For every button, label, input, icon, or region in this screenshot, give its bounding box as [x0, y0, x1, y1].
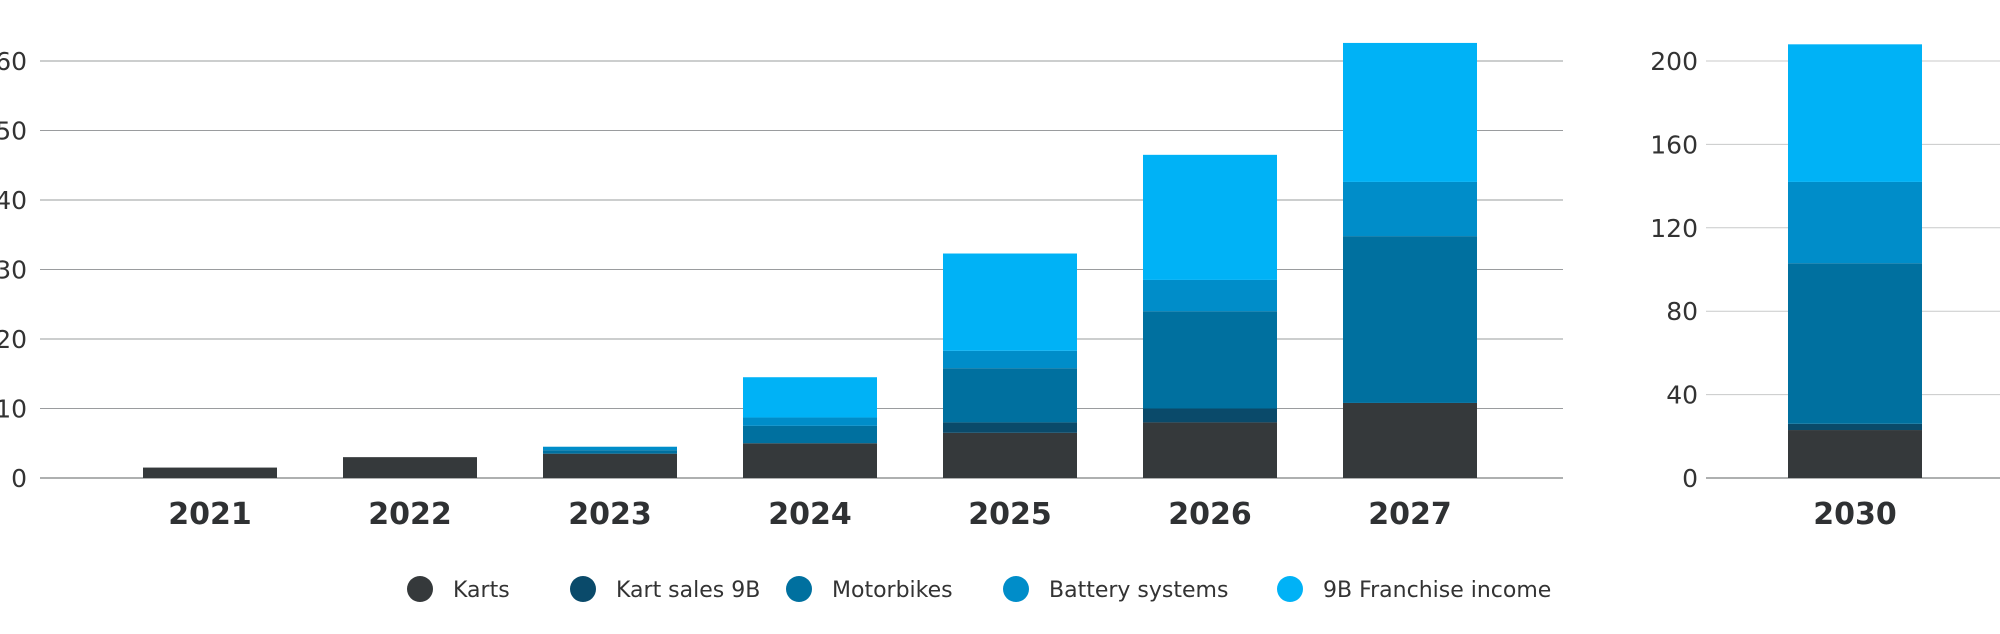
y-tick-label: 20 [0, 325, 27, 354]
bar-segment-karts-2026 [1143, 422, 1277, 478]
bar-segment-9b-franchise-income-2026 [1143, 155, 1277, 280]
legend-label: Kart sales 9B [616, 578, 760, 603]
legend-label: Battery systems [1049, 578, 1228, 603]
bar-segment-karts-2023 [543, 454, 677, 478]
main-chart-panel: 0 10 20 30 40 50 60 2021 2022 2023 2024 2025 2026 202… [0, 43, 1563, 532]
x-tick-label: 2024 [768, 497, 852, 532]
bar-segment-karts-2021 [143, 468, 277, 478]
x-tick-label: 2023 [568, 497, 652, 532]
legend: Karts Kart sales 9B Motorbikes Battery syst… [407, 576, 1551, 603]
bar-segment-9b-franchise-income-2024 [743, 377, 877, 417]
bar-segment-motorbikes-2026 [1143, 311, 1277, 408]
x-tick-label: 2025 [968, 497, 1052, 532]
y-tick-label: 0 [11, 464, 27, 493]
bar-segment-karts-2022 [343, 457, 477, 478]
bar-segment-karts-2025 [943, 433, 1077, 478]
legend-marker [1277, 576, 1303, 602]
chart-canvas: 01020304050602021 2022 2023 2024 2025 2026 202… [0, 0, 2000, 630]
legend-marker [1003, 576, 1029, 602]
bar-segment-battery-systems-2026 [1143, 280, 1277, 311]
legend-label: Motorbikes [832, 578, 953, 603]
y-tick-label: 120 [1650, 214, 1698, 243]
x-tick-label: 2027 [1368, 497, 1452, 532]
legend-marker [407, 576, 433, 602]
forecast-2030-panel: 0 40 80 120 160 200 2030 [1650, 44, 2000, 532]
bar-segment-motorbikes-2024 [743, 426, 877, 443]
legend-marker [786, 576, 812, 602]
legend-label: 9B Franchise income [1323, 578, 1551, 603]
bar-segment-karts-2027 [1343, 403, 1477, 478]
bar-segment-battery-systems-2023 [543, 447, 677, 450]
y-tick-label: 30 [0, 256, 27, 285]
bar-segment-motorbikes-2030 [1788, 263, 1922, 424]
y-tick-label: 80 [1666, 297, 1698, 326]
y-tick-label: 160 [1650, 130, 1698, 159]
bar-segment-kart-sales-9b-2030 [1788, 424, 1922, 430]
bar-segment-karts-2030 [1788, 430, 1922, 478]
bar-segment-kart-sales-9b-2026 [1143, 409, 1277, 423]
y-tick-label: 50 [0, 117, 27, 146]
bar-segment-battery-systems-2025 [943, 351, 1077, 368]
x-tick-label: 2030 [1813, 497, 1897, 532]
bar-segment-battery-systems-2030 [1788, 182, 1922, 263]
bar-segment-battery-systems-2027 [1343, 182, 1477, 236]
x-tick-label: 2021 [168, 497, 252, 532]
bar-segment-battery-systems-2024 [743, 418, 877, 426]
legend-label: Karts [453, 578, 510, 603]
y-tick-label: 60 [0, 47, 27, 76]
bar-segment-kart-sales-9b-2025 [943, 422, 1077, 432]
bar-segment-9b-franchise-income-2027 [1343, 43, 1477, 182]
bar-segment-motorbikes-2027 [1343, 236, 1477, 403]
bar-segment-karts-2024 [743, 443, 877, 478]
y-tick-label: 40 [1666, 381, 1698, 410]
y-tick-label: 10 [0, 395, 27, 424]
x-tick-label: 2026 [1168, 497, 1252, 532]
bar-segment-motorbikes-2023 [543, 450, 677, 453]
bar-segment-9b-franchise-income-2025 [943, 254, 1077, 351]
y-tick-label: 40 [0, 186, 27, 215]
y-tick-label: 0 [1682, 464, 1698, 493]
bar-segment-9b-franchise-income-2030 [1788, 44, 1922, 182]
legend-marker [570, 576, 596, 602]
stacked-bar-chart: 0 10 20 30 40 50 60 2021 2022 2023 2024 2025 2026 202… [0, 0, 2000, 630]
x-tick-label: 2022 [368, 497, 452, 532]
y-tick-label: 200 [1650, 47, 1698, 76]
bar-segment-motorbikes-2025 [943, 368, 1077, 422]
